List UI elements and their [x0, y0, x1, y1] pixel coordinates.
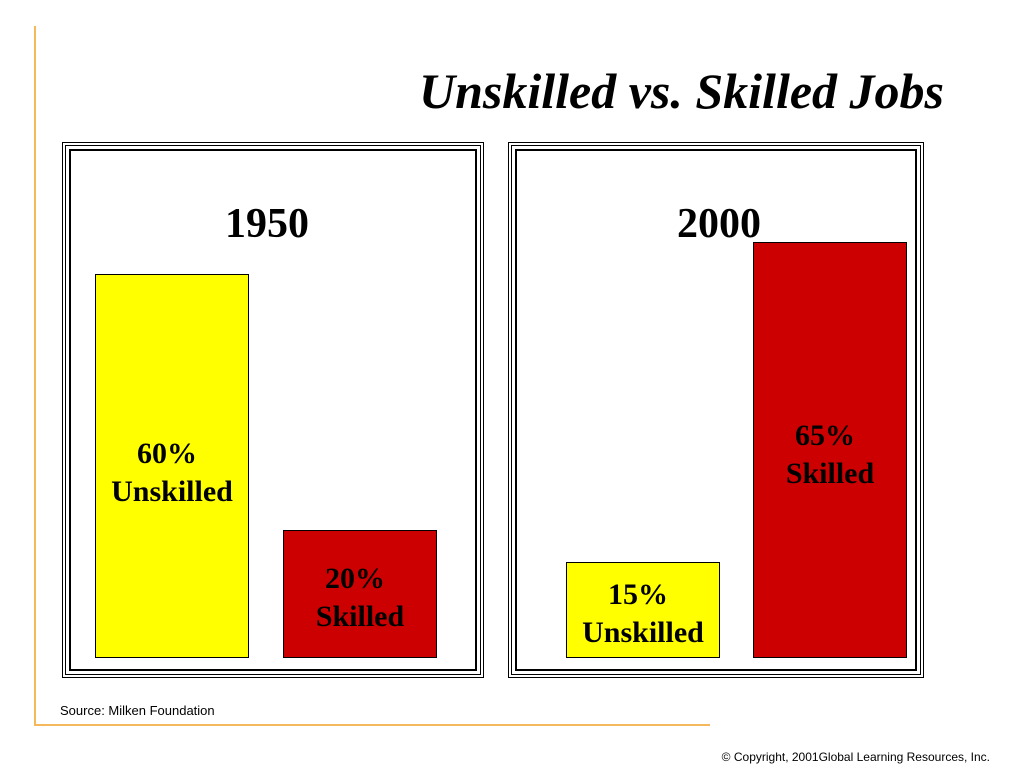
chart-title-2000: 2000	[677, 201, 761, 247]
left-accent-rule	[34, 26, 36, 726]
bar-1950-unskilled	[95, 274, 249, 658]
bar-category-2000-skilled: Skilled	[785, 456, 875, 490]
bar-1950-skilled	[283, 530, 437, 658]
chart-area-2000: 2000 15% Unskilled 65% Skilled	[515, 149, 917, 671]
bottom-accent-rule	[34, 724, 710, 726]
bar-label-2000-unskilled: 15% Unskilled	[566, 576, 720, 652]
bar-label-1950-unskilled: 60% Unskilled	[95, 435, 249, 511]
bar-label-1950-skilled: 20% Skilled	[283, 560, 437, 636]
bar-category-1950-skilled: Skilled	[315, 600, 405, 633]
slide-title: Unskilled vs. Skilled Jobs	[418, 63, 944, 119]
source-note: Source: Milken Foundation	[60, 703, 215, 718]
bar-pct-2000-unskilled: 15%	[608, 578, 668, 611]
chart-panel-2000: 2000 15% Unskilled 65% Skilled	[508, 142, 924, 678]
bar-label-2000-skilled: 65% Skilled	[753, 417, 907, 493]
bar-2000-unskilled	[566, 562, 720, 658]
chart-panel-1950: 1950 60% Unskilled 20% Skilled	[62, 142, 484, 678]
chart-title-1950: 1950	[225, 201, 309, 247]
bar-category-2000-unskilled: Unskilled	[582, 616, 704, 649]
bar-pct-1950-unskilled: 60%	[137, 437, 197, 471]
bar-pct-1950-skilled: 20%	[325, 562, 385, 595]
bar-2000-skilled	[753, 242, 907, 658]
bar-pct-2000-skilled: 65%	[795, 418, 855, 452]
copyright-notice: © Copyright, 2001Global Learning Resourc…	[721, 750, 990, 764]
bar-category-1950-unskilled: Unskilled	[111, 475, 233, 509]
chart-area-1950: 1950 60% Unskilled 20% Skilled	[69, 149, 477, 671]
